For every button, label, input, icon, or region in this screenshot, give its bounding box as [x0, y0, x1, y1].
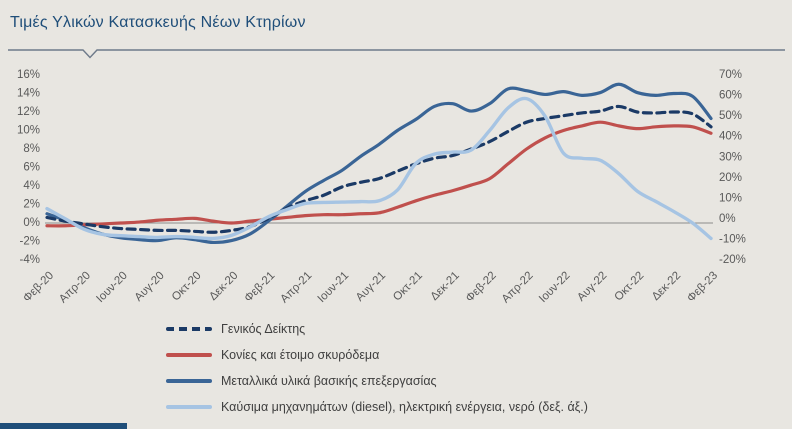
x-axis-tick: Δεκ-22	[650, 270, 683, 303]
x-axis-tick: Αυγ-20	[133, 270, 167, 304]
right-axis-tick: 40%	[719, 131, 742, 143]
x-axis-tick: Αυγ-22	[575, 270, 609, 304]
footer-accent-bar	[0, 423, 127, 429]
right-axis-tick: 0%	[719, 213, 736, 225]
left-axis-tick: -2%	[20, 236, 40, 248]
x-axis-tick: Φεβ-22	[464, 270, 499, 305]
x-axis-tick: Απρ-21	[278, 270, 314, 306]
right-axis-tick: 50%	[719, 110, 742, 122]
left-axis-tick: 4%	[23, 180, 40, 192]
x-axis-tick: Δεκ-20	[207, 270, 240, 303]
right-axis-tick: 20%	[719, 172, 742, 184]
legend-label: Μεταλλικά υλικά βασικής επεξεργασίας	[221, 374, 437, 388]
right-axis-tick: 60%	[719, 90, 742, 102]
left-axis-tick: 12%	[17, 106, 40, 118]
legend-item: Καύσιμα μηχανημάτων (diesel), ηλεκτρική …	[166, 394, 588, 420]
legend-item: Γενικός Δείκτης	[166, 316, 588, 342]
x-axis-tick: Οκτ-21	[391, 270, 425, 304]
legend-swatch-line	[166, 379, 212, 383]
legend-item: Μεταλλικά υλικά βασικής επεξεργασίας	[166, 368, 588, 394]
x-axis-tick: Απρ-22	[500, 270, 536, 306]
right-axis-tick: -20%	[719, 254, 746, 266]
right-axis-tick: -10%	[719, 233, 746, 245]
legend-swatch-line	[166, 405, 212, 409]
x-axis-tick: Φεβ-21	[242, 270, 277, 305]
left-axis-tick: 10%	[17, 125, 40, 137]
left-axis-tick: 6%	[23, 162, 40, 174]
x-axis-tick: Φεβ-20	[21, 270, 56, 305]
series-line-3	[45, 96, 713, 241]
x-axis-tick: Φεβ-23	[685, 270, 720, 305]
x-axis-tick: Οκτ-20	[170, 270, 204, 304]
x-axis-tick: Ιουν-20	[94, 270, 130, 306]
chart-legend: Γενικός Δείκτης Κονίες και έτοιμο σκυρόδε…	[166, 316, 588, 420]
right-axis-tick: 30%	[719, 151, 742, 163]
legend-item: Κονίες και έτοιμο σκυρόδεμα	[166, 342, 588, 368]
legend-label: Καύσιμα μηχανημάτων (diesel), ηλεκτρική …	[221, 400, 588, 414]
series-line-1	[45, 120, 713, 228]
left-axis-tick: -4%	[20, 254, 40, 266]
legend-swatch-dashed-line	[166, 327, 212, 331]
right-axis-tick: 70%	[719, 69, 742, 81]
right-axis-tick: 10%	[719, 192, 742, 204]
x-axis-tick: Απρ-20	[57, 270, 93, 306]
series-line-0	[45, 104, 713, 234]
left-axis-tick: 8%	[23, 143, 40, 155]
x-axis-tick: Δεκ-21	[429, 270, 462, 303]
left-axis-tick: 0%	[23, 217, 40, 229]
x-axis-tick: Ιουν-22	[537, 270, 573, 306]
left-axis-tick: 14%	[17, 88, 40, 100]
legend-label: Γενικός Δείκτης	[221, 322, 306, 336]
x-axis-tick: Ιουν-21	[316, 270, 352, 306]
x-axis-tick: Αυγ-21	[354, 270, 388, 304]
chart-title: Τιμές Υλικών Κατασκευής Νέων Κτηρίων	[10, 14, 306, 31]
title-divider	[8, 49, 785, 59]
legend-swatch-line	[166, 353, 212, 357]
left-axis-tick: 2%	[23, 199, 40, 211]
x-axis-tick: Οκτ-22	[613, 270, 647, 304]
legend-label: Κονίες και έτοιμο σκυρόδεμα	[221, 348, 380, 362]
left-axis-tick: 16%	[17, 69, 40, 81]
series-line-2	[45, 82, 713, 245]
